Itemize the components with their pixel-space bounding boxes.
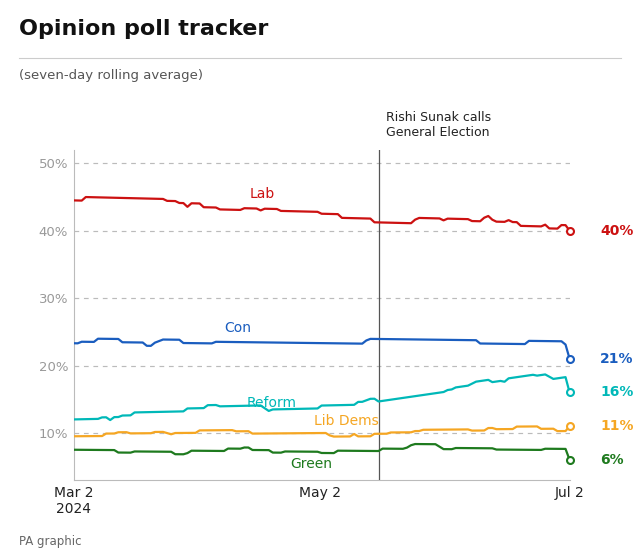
- Text: Con: Con: [224, 321, 251, 335]
- Text: 11%: 11%: [600, 419, 634, 433]
- Text: PA graphic: PA graphic: [19, 536, 82, 548]
- Text: (seven-day rolling average): (seven-day rolling average): [19, 69, 204, 82]
- Text: Lib Dems: Lib Dems: [314, 414, 379, 428]
- Text: Opinion poll tracker: Opinion poll tracker: [19, 19, 269, 39]
- Text: Reform: Reform: [247, 396, 297, 410]
- Text: 6%: 6%: [600, 453, 624, 467]
- Text: 16%: 16%: [600, 386, 634, 400]
- Text: Lab: Lab: [250, 186, 275, 201]
- Text: Green: Green: [291, 457, 333, 471]
- Text: 40%: 40%: [600, 224, 634, 238]
- Text: 21%: 21%: [600, 352, 634, 366]
- Text: Rishi Sunak calls
General Election: Rishi Sunak calls General Election: [385, 111, 491, 139]
